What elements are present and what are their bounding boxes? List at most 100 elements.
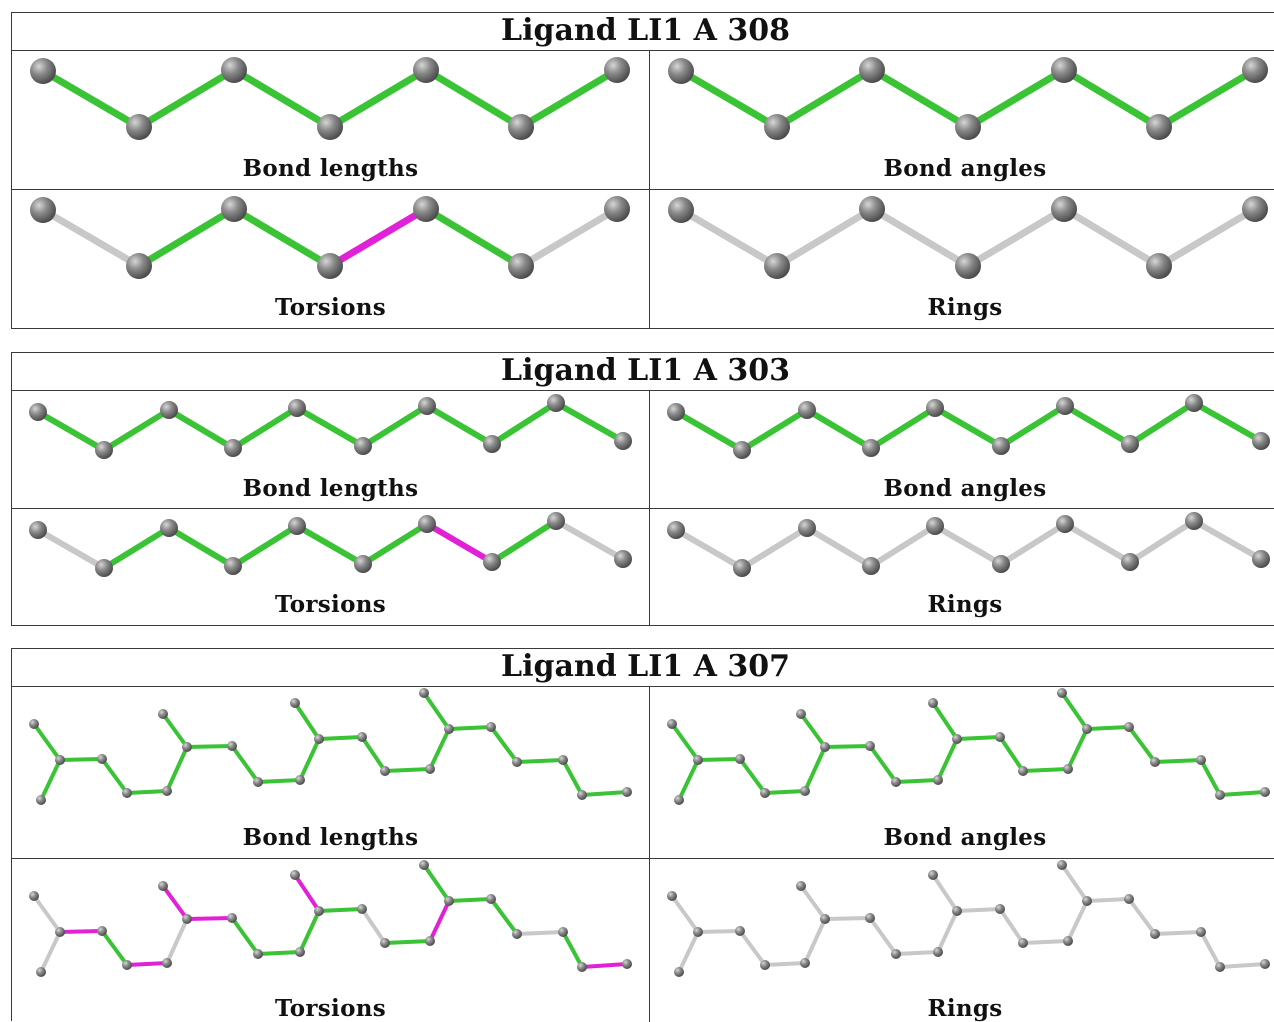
- atom: [558, 755, 568, 765]
- atom: [126, 114, 152, 140]
- atom: [800, 958, 810, 968]
- panel-torsions: Torsions: [12, 509, 650, 625]
- bond: [738, 757, 767, 795]
- atom: [418, 397, 436, 415]
- atom: [486, 722, 496, 732]
- atom: [158, 709, 168, 719]
- atom: [862, 439, 880, 457]
- bond: [936, 909, 959, 954]
- bond: [1127, 725, 1157, 764]
- atom: [221, 57, 247, 83]
- bond: [230, 523, 300, 569]
- bond: [517, 66, 621, 131]
- atom: [182, 742, 192, 752]
- atom: [95, 559, 113, 577]
- atom: [36, 795, 46, 805]
- bond: [868, 405, 938, 451]
- atom: [577, 962, 587, 972]
- atom: [1215, 790, 1225, 800]
- bond: [868, 205, 972, 270]
- bond: [670, 722, 700, 762]
- bond: [868, 916, 898, 956]
- atom: [995, 732, 1005, 742]
- atom: [508, 114, 534, 140]
- bond: [515, 758, 565, 764]
- atom: [288, 517, 306, 535]
- atom: [290, 698, 300, 708]
- bond: [932, 523, 1004, 567]
- atom: [97, 926, 107, 936]
- atom: [735, 926, 745, 936]
- bond: [256, 778, 302, 784]
- bond: [447, 897, 493, 903]
- atom: [1082, 896, 1092, 906]
- atom: [674, 795, 684, 805]
- ligand-title: Ligand LI1 A 308: [12, 13, 1274, 51]
- atom: [29, 891, 39, 901]
- bond: [294, 405, 366, 449]
- bond: [763, 789, 807, 795]
- panel-rings: Rings: [650, 859, 1274, 1022]
- bond: [936, 737, 959, 782]
- atom: [1150, 929, 1160, 939]
- atom: [122, 788, 132, 798]
- bond: [185, 744, 234, 749]
- bond: [360, 907, 387, 945]
- atom: [512, 929, 522, 939]
- atom: [290, 870, 300, 880]
- atom: [733, 559, 751, 577]
- bond: [256, 950, 302, 956]
- bond: [360, 403, 430, 449]
- panel-caption: Rings: [927, 294, 1003, 321]
- bond: [39, 67, 143, 131]
- atom: [865, 741, 875, 751]
- bond: [955, 735, 1002, 741]
- atom: [425, 936, 435, 946]
- bond: [517, 205, 621, 270]
- atom: [796, 881, 806, 891]
- panel-caption: Bond angles: [883, 824, 1047, 851]
- bond: [998, 521, 1068, 567]
- atom: [158, 881, 168, 891]
- panel-caption: Rings: [927, 995, 1003, 1022]
- atom: [1063, 764, 1073, 774]
- atom: [667, 521, 685, 539]
- bond: [447, 725, 493, 731]
- bond: [677, 206, 781, 270]
- bond: [670, 894, 700, 934]
- atom: [1242, 57, 1268, 83]
- atom: [1121, 553, 1139, 571]
- bond: [696, 757, 742, 762]
- ligand-title: Ligand LI1 A 303: [12, 353, 1274, 391]
- bond: [955, 907, 1002, 913]
- bond: [1218, 962, 1267, 969]
- atom: [486, 894, 496, 904]
- atom: [160, 401, 178, 419]
- bond: [1021, 767, 1070, 773]
- atom: [622, 959, 632, 969]
- bond: [894, 950, 940, 956]
- panel-torsions: Torsions: [12, 859, 650, 1022]
- bond: [1153, 930, 1203, 936]
- bond: [894, 778, 940, 784]
- atom: [1051, 196, 1077, 222]
- bond: [931, 701, 959, 741]
- panel-bond-lengths: Bond lengths: [12, 687, 650, 859]
- atom: [1252, 432, 1270, 450]
- atom: [1185, 394, 1203, 412]
- bond: [868, 744, 898, 784]
- atom: [891, 777, 901, 787]
- bond: [804, 407, 874, 451]
- bond: [424, 521, 495, 565]
- atom: [418, 515, 436, 533]
- atom: [1057, 860, 1067, 870]
- bond: [360, 521, 430, 567]
- bond: [161, 712, 189, 749]
- panel-caption: Rings: [927, 591, 1003, 618]
- atom: [444, 724, 454, 734]
- atom: [1150, 757, 1160, 767]
- bond: [1085, 897, 1131, 903]
- atom: [419, 688, 429, 698]
- atom: [419, 860, 429, 870]
- molecule-diagram: [29, 512, 632, 577]
